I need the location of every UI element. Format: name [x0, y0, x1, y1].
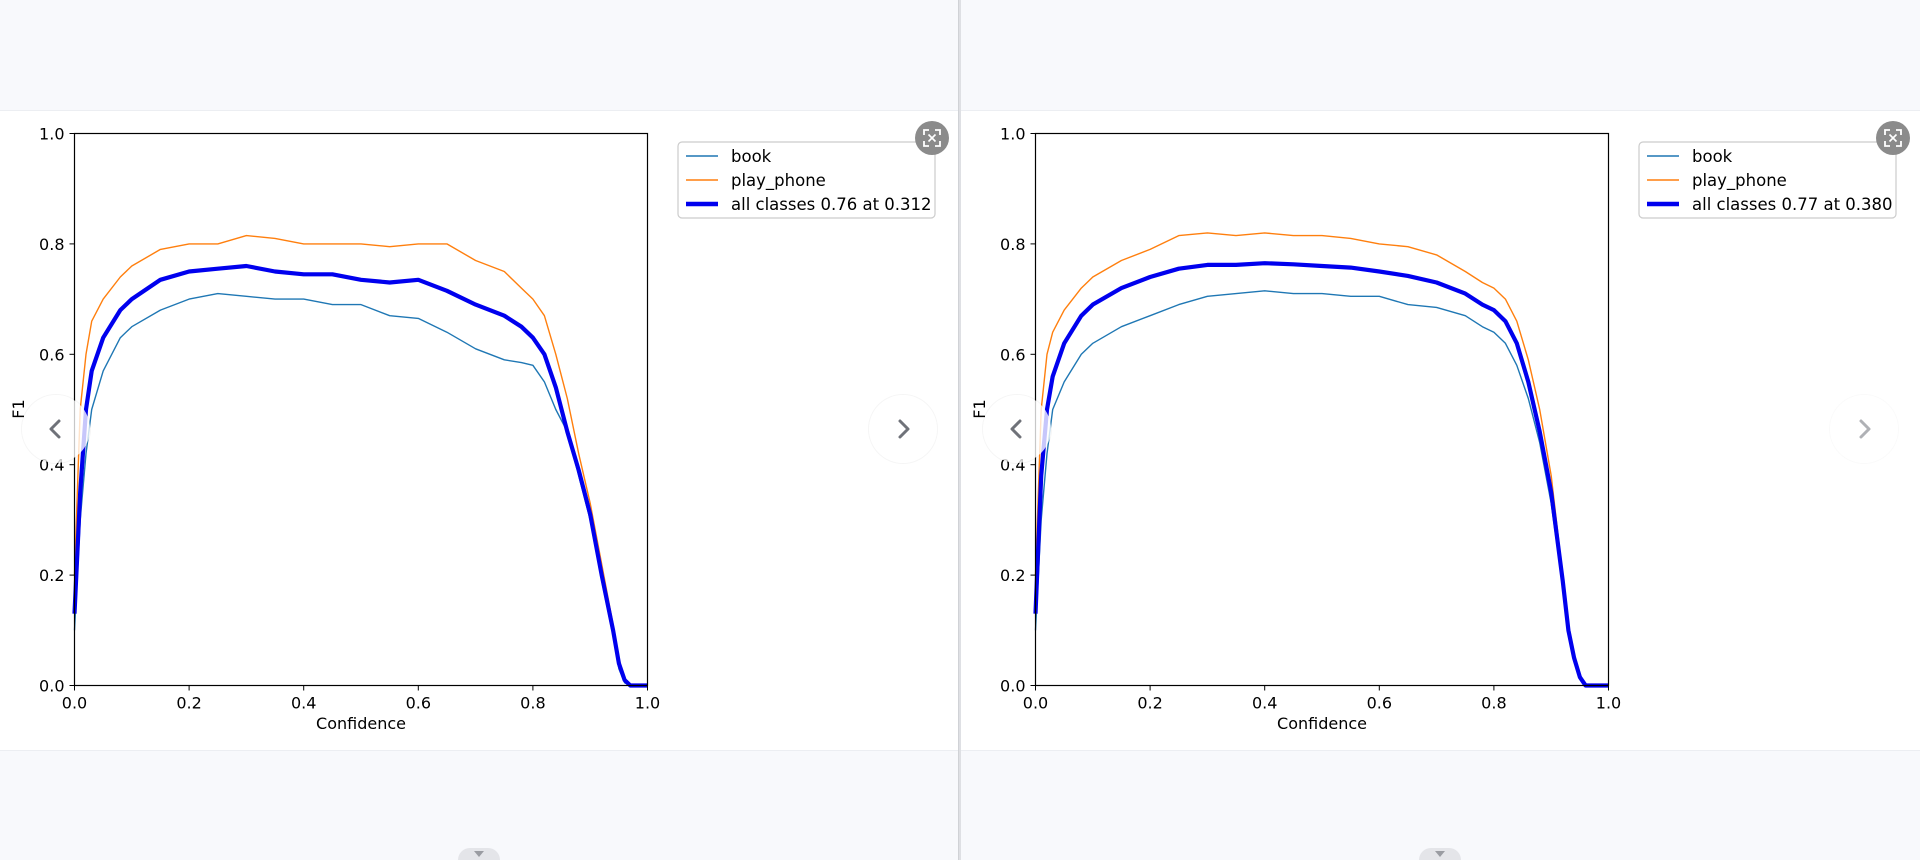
- x-axis-label: Confidence: [1277, 714, 1367, 733]
- chevron-left-icon: [1010, 419, 1022, 439]
- previous-button[interactable]: [983, 395, 1051, 463]
- expand-button[interactable]: [915, 121, 949, 155]
- legend-box: [677, 141, 936, 219]
- x-tick-label: 1.0: [1596, 694, 1621, 713]
- y-tick-label: 0.6: [1000, 345, 1025, 364]
- f1-confidence-chart: 0.0 0.2 0.4 0.6 0.8 1.00.00.20.40.60.81.0 Con…: [970, 125, 1897, 733]
- chevron-left-icon: [49, 419, 61, 439]
- series-line-book: [73, 292, 648, 687]
- next-button[interactable]: [869, 395, 937, 463]
- x-axis-label: Confidence: [316, 714, 406, 733]
- y-axis-label: F1: [970, 399, 989, 418]
- x-tick-label: 0.4: [1252, 694, 1277, 713]
- x-tick-label: 0.0: [62, 694, 87, 713]
- y-tick-label: 1.0: [39, 125, 64, 144]
- x-tick-label: 0.2: [176, 694, 201, 713]
- x-tick-label: 0.8: [520, 694, 545, 713]
- bottom-drawer-handle[interactable]: [1419, 848, 1461, 860]
- chart-card: 0.0 0.2 0.4 0.6 0.8 1.0 0.0 0.2 0.4 0.6 0.8 1.0 Con…: [961, 110, 1920, 751]
- series-line-book: [1034, 290, 1609, 687]
- expand-button[interactable]: [1876, 121, 1910, 155]
- x-tick-label: 0.2: [1137, 694, 1162, 713]
- chevron-right-icon: [898, 419, 910, 439]
- y-tick-label: 0.0: [1000, 677, 1025, 696]
- legend-label-book: book: [1692, 147, 1733, 166]
- next-button[interactable]: [1830, 395, 1898, 463]
- x-tick-label: 0.8: [1481, 694, 1506, 713]
- caret-down-icon: [1435, 851, 1445, 857]
- x-tick-label: 0.4: [291, 694, 316, 713]
- y-tick-label: 0.8: [39, 235, 64, 254]
- expand-icon: [1884, 129, 1902, 147]
- caret-down-icon: [474, 851, 484, 857]
- f1-confidence-chart: 0.0 0.2 0.4 0.6 0.8 1.00.00.20.40.60.81.0 Con…: [9, 125, 936, 733]
- legend-label-book: book: [731, 147, 772, 166]
- chevron-right-icon: [1859, 419, 1871, 439]
- legend-box: [1638, 141, 1897, 219]
- legend-label-play-phone: play_phone: [1692, 171, 1787, 191]
- series-line-all-classes: [1033, 261, 1609, 688]
- x-tick-label: 0.6: [406, 694, 431, 713]
- bottom-drawer-handle[interactable]: [458, 848, 500, 860]
- series-line-all-classes: [72, 263, 648, 688]
- legend-label-play-phone: play_phone: [731, 171, 826, 191]
- series-line-play-phone: [1034, 232, 1609, 687]
- legend: book play_phone all classes 0.76 at 0.31…: [677, 141, 936, 219]
- y-tick-label: 0.2: [1000, 566, 1025, 585]
- left-panel: 0.0 0.2 0.4 0.6 0.8 1.0 0.0 0.2 0.4 0.6 0.8 1.0 Con…: [0, 0, 959, 860]
- chart-card: 0.0 0.2 0.4 0.6 0.8 1.0 0.0 0.2 0.4 0.6 0.8 1.0 Con…: [0, 110, 959, 751]
- legend-label-all-classes: all classes 0.76 at 0.312: [731, 195, 932, 214]
- right-panel: 0.0 0.2 0.4 0.6 0.8 1.0 0.0 0.2 0.4 0.6 0.8 1.0 Con…: [961, 0, 1920, 860]
- series-line-play-phone: [73, 234, 648, 687]
- x-tick-label: 0.0: [1023, 694, 1048, 713]
- y-tick-label: 1.0: [1000, 125, 1025, 144]
- x-tick-label: 1.0: [635, 694, 660, 713]
- x-tick-label: 0.6: [1367, 694, 1392, 713]
- y-tick-label: 0.6: [39, 345, 64, 364]
- y-tick-label: 0.0: [39, 677, 64, 696]
- legend-label-all-classes: all classes 0.77 at 0.380: [1692, 195, 1893, 214]
- panel-splitter[interactable]: [958, 0, 962, 860]
- y-tick-label: 0.2: [39, 566, 64, 585]
- plot-frame: [1034, 132, 1610, 687]
- expand-icon: [923, 129, 941, 147]
- y-axis-label: F1: [9, 399, 28, 418]
- y-tick-label: 0.8: [1000, 235, 1025, 254]
- previous-button[interactable]: [22, 395, 90, 463]
- legend: book play_phone all classes 0.77 at 0.38…: [1638, 141, 1897, 219]
